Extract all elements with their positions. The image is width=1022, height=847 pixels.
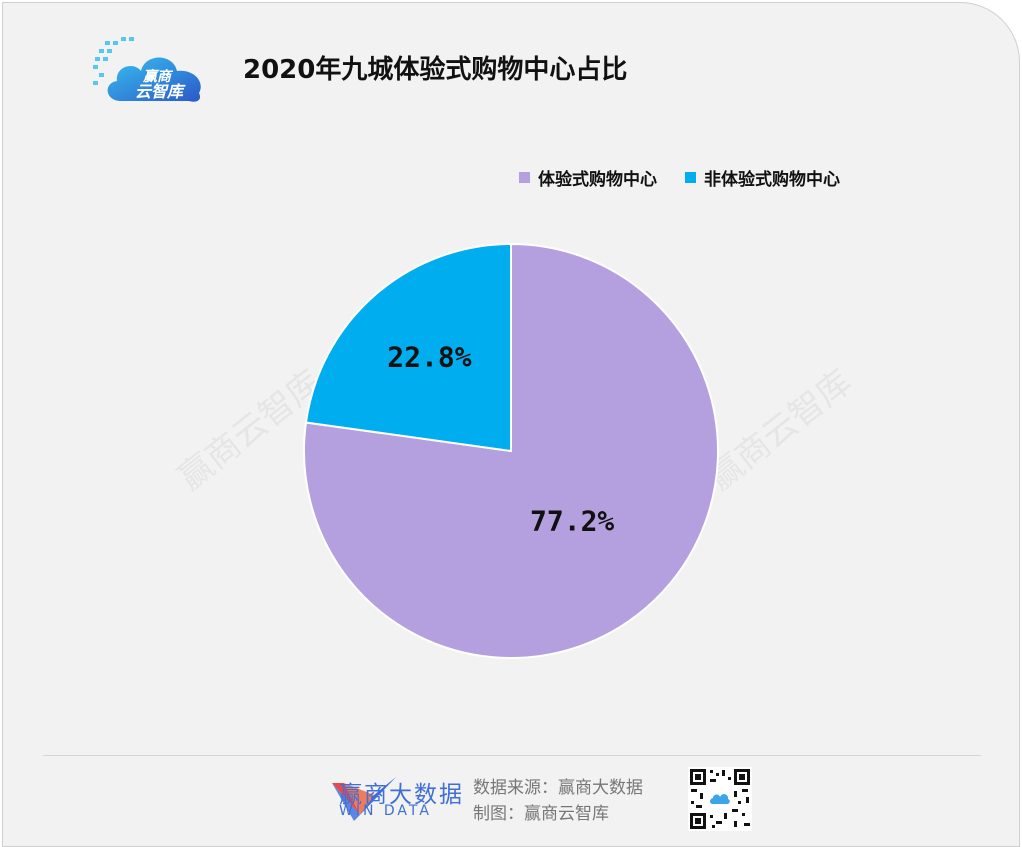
legend-label: 非体验式购物中心 bbox=[704, 170, 840, 190]
footer-brand-en: WIN DATA bbox=[339, 803, 432, 819]
pie-chart: 77.2% 22.8% bbox=[303, 242, 719, 659]
pie-slice-non-experiential bbox=[304, 242, 512, 453]
logo-line1: 赢商 bbox=[142, 68, 174, 85]
maker-line: 制图：赢商云智库 bbox=[473, 804, 609, 824]
logo-line2: 云智库 bbox=[135, 82, 186, 101]
pie-data-label: 77.2% bbox=[530, 504, 614, 537]
pie-data-label: 22.8% bbox=[387, 340, 471, 373]
chart-title: 2020年九城体验式购物中心占比 bbox=[243, 55, 628, 85]
footer-divider bbox=[43, 755, 981, 756]
chart-legend: 体验式购物中心 非体验式购物中心 bbox=[519, 165, 840, 190]
legend-label: 体验式购物中心 bbox=[538, 170, 657, 190]
source-line: 数据来源：赢商大数据 bbox=[473, 778, 643, 798]
footer-source: 数据来源：赢商大数据 制图：赢商云智库 bbox=[473, 775, 643, 827]
footer-brand-cn: 赢商大数据 bbox=[339, 782, 464, 808]
legend-item-non-experiential: 非体验式购物中心 bbox=[685, 165, 840, 190]
legend-swatch bbox=[519, 172, 530, 183]
legend-swatch bbox=[685, 172, 696, 183]
legend-item-experiential: 体验式购物中心 bbox=[519, 165, 657, 190]
qr-code-icon bbox=[688, 767, 752, 831]
windata-logo-icon bbox=[332, 777, 396, 821]
winshang-cloud-logo: 赢商 云智库 bbox=[93, 37, 201, 102]
